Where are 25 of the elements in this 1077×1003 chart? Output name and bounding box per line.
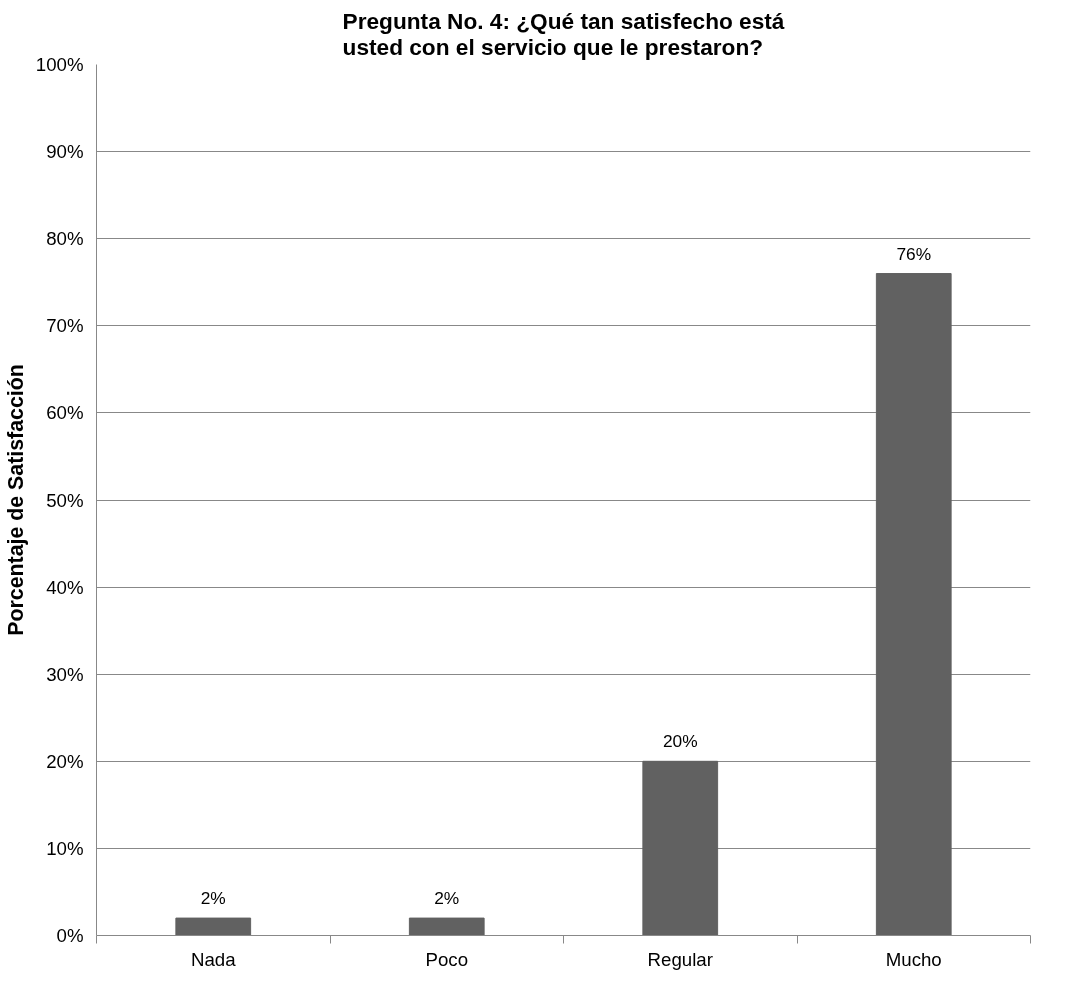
data-label: 2%: [434, 888, 460, 909]
chart-title: Pregunta No. 4: ¿Qué tan satisfecho está usted con el servicio que le prestaron?: [342, 7, 785, 60]
y-tick-label: 70%: [46, 315, 84, 337]
bar: [175, 917, 252, 936]
y-tick-label: 50%: [46, 489, 84, 511]
y-tick-label: 30%: [46, 663, 84, 685]
data-label: 2%: [200, 888, 226, 909]
y-tick-label: 0%: [56, 925, 84, 946]
y-tick-label: 10%: [46, 837, 84, 859]
data-label: 20%: [662, 731, 698, 752]
x-tick-label: Poco: [425, 948, 469, 970]
y-tick-label: 100%: [35, 54, 84, 75]
bar: [642, 760, 719, 936]
y-tick-label: 90%: [46, 141, 84, 163]
x-tick-label: Nada: [190, 948, 237, 970]
y-tick-label: 40%: [46, 576, 84, 598]
y-tick-label: 80%: [46, 228, 84, 250]
y-axis-title: Porcentaje de Satisfacción: [3, 364, 28, 636]
y-tick-label: 20%: [46, 750, 84, 772]
x-tick-label: Regular: [647, 948, 713, 970]
data-label: 76%: [896, 243, 932, 264]
x-tick-label: Mucho: [885, 948, 942, 970]
bar: [875, 273, 952, 936]
bar: [408, 917, 485, 936]
y-tick-label: 60%: [46, 402, 84, 424]
